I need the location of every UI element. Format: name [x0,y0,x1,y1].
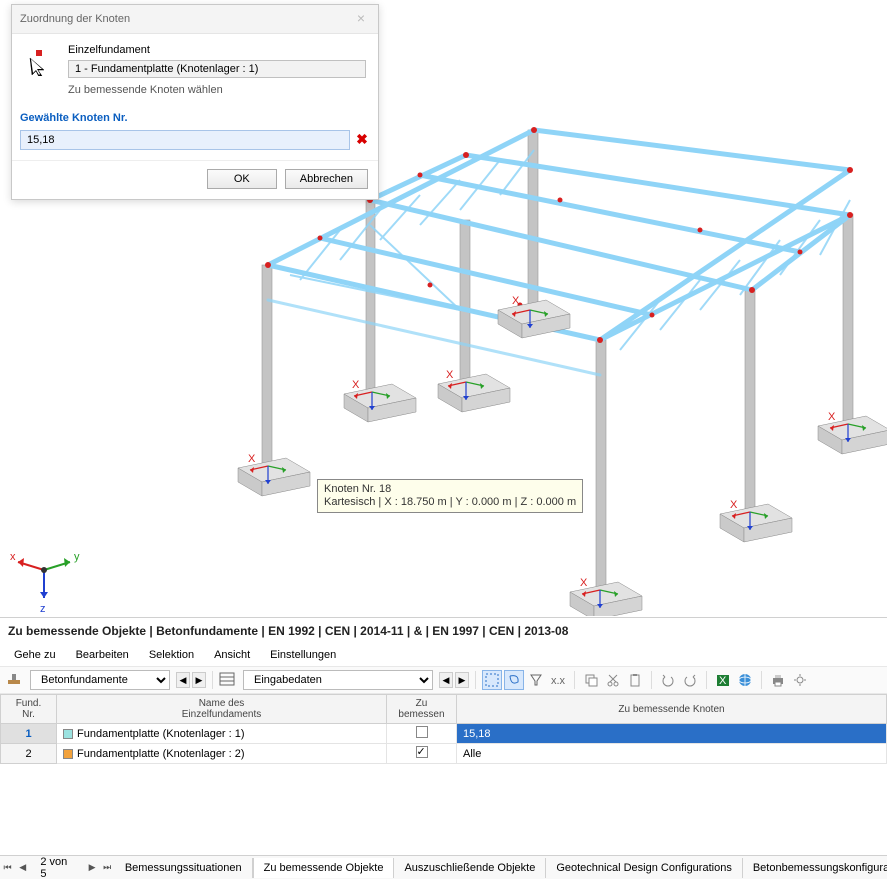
tool-export-excel[interactable]: X [713,670,733,690]
tool-filter[interactable] [526,670,546,690]
cancel-button[interactable]: Abbrechen [285,169,368,189]
tab-prev[interactable]: ◀ [15,862,30,873]
dialog-hint: Zu bemessende Knoten wählen [68,84,366,96]
tab-counter: 2 von 5 [30,856,84,880]
tooltip-line1: Knoten Nr. 18 [324,483,576,496]
tool-select-lasso[interactable] [504,670,524,690]
tab-geotechnical-design-configurations[interactable]: Geotechnical Design Configurations [546,858,743,878]
row-nodes[interactable]: 15,18 [457,724,887,744]
tab-bemessungssituationen[interactable]: Bemessungssituationen [115,858,253,878]
selected-nodes-input[interactable] [20,130,350,150]
nav-next-2[interactable]: ▶ [455,672,469,688]
tab-first[interactable]: ⏮ [0,862,15,873]
dialog-close-button[interactable]: × [352,10,370,28]
svg-text:X: X [512,295,520,307]
bottom-panel: Zu bemessende Objekte | Betonfundamente … [0,617,887,879]
tool-paste[interactable] [625,670,645,690]
tool-cut[interactable] [603,670,623,690]
col-name[interactable]: Name des Einzelfundaments [57,695,387,724]
row-nr[interactable]: 2 [1,744,57,764]
tab-auszuschließende-objekte[interactable]: Auszuschließende Objekte [394,858,546,878]
foundation-select[interactable]: 1 - Fundamentplatte (Knotenlager : 1) [68,60,366,78]
menu-view[interactable]: Ansicht [206,646,258,664]
svg-text:X: X [248,453,256,465]
svg-text:X: X [352,379,360,391]
tooltip-line2: Kartesisch | X : 18.750 m | Y : 0.000 m … [324,496,576,509]
dialog-section-label: Einzelfundament [68,44,366,56]
svg-text:X: X [446,369,454,381]
tab-betonbemessungskonfigurationen[interactable]: Betonbemessungskonfigurationen [743,858,887,878]
table-icon [219,671,237,689]
clear-input-button[interactable]: ✖ [354,132,370,148]
nav-next[interactable]: ▶ [192,672,206,688]
row-design-checkbox[interactable] [387,744,457,764]
row-nr[interactable]: 1 [1,724,57,744]
selected-nodes-label: Gewählte Knoten Nr. [12,110,378,130]
row-design-checkbox[interactable] [387,724,457,744]
tool-undo[interactable] [658,670,678,690]
tab-last[interactable]: ⏭ [100,862,115,873]
svg-text:z: z [40,603,46,615]
tool-redo[interactable] [680,670,700,690]
node-assignment-dialog: Zuordnung der Knoten × Einzelfundament 1… [11,4,379,200]
menu-settings[interactable]: Einstellungen [262,646,344,664]
menu-goto[interactable]: Gehe zu [6,646,64,664]
tool-print[interactable] [768,670,788,690]
tool-globe[interactable] [735,670,755,690]
row-name[interactable]: Fundamentplatte (Knotenlager : 2) [57,744,387,764]
datamode-combo[interactable]: Eingabedaten [243,670,433,690]
foundation-icon [6,671,24,689]
row-nodes[interactable]: Alle [457,744,887,764]
svg-text:X: X [719,675,727,687]
tool-dimension[interactable]: x.xx [548,670,568,690]
tab-next[interactable]: ▶ [85,862,100,873]
dialog-title: Zuordnung der Knoten [20,13,130,25]
panel-toolbar: Betonfundamente ◀ ▶ Eingabedaten ◀ ▶ x.x… [0,666,887,694]
row-name[interactable]: Fundamentplatte (Knotenlager : 1) [57,724,387,744]
nav-prev-2[interactable]: ◀ [439,672,453,688]
svg-text:X: X [828,411,836,423]
nav-prev[interactable]: ◀ [176,672,190,688]
tool-select-window[interactable] [482,670,502,690]
cursor-pick-icon [26,48,54,76]
tab-zu-bemessende-objekte[interactable]: Zu bemessende Objekte [253,858,395,878]
svg-text:X: X [730,499,738,511]
ok-button[interactable]: OK [207,169,277,189]
category-combo[interactable]: Betonfundamente [30,670,170,690]
node-tooltip: Knoten Nr. 18 Kartesisch | X : 18.750 m … [317,479,583,513]
svg-text:y: y [74,551,80,563]
tool-settings[interactable] [790,670,810,690]
table-row[interactable]: 1Fundamentplatte (Knotenlager : 1) 15,18 [1,724,887,744]
tool-copy[interactable] [581,670,601,690]
menu-edit[interactable]: Bearbeiten [68,646,137,664]
menu-selection[interactable]: Selektion [141,646,202,664]
col-nr[interactable]: Fund. Nr. [1,695,57,724]
table-row[interactable]: 2Fundamentplatte (Knotenlager : 2) Alle [1,744,887,764]
panel-title: Zu bemessende Objekte | Betonfundamente … [0,618,887,644]
svg-text:X: X [580,577,588,589]
tab-strip: ⏮ ◀ 2 von 5 ▶ ⏭ BemessungssituationenZu … [0,855,887,879]
col-nodes[interactable]: Zu bemessende Knoten [457,695,887,724]
svg-text:x.xx: x.xx [551,675,565,687]
svg-text:x: x [10,551,16,563]
foundations-table[interactable]: Fund. Nr. Name des Einzelfundaments Zu b… [0,694,887,855]
panel-menu-bar: Gehe zu Bearbeiten Selektion Ansicht Ein… [0,644,887,666]
col-design[interactable]: Zu bemessen [387,695,457,724]
